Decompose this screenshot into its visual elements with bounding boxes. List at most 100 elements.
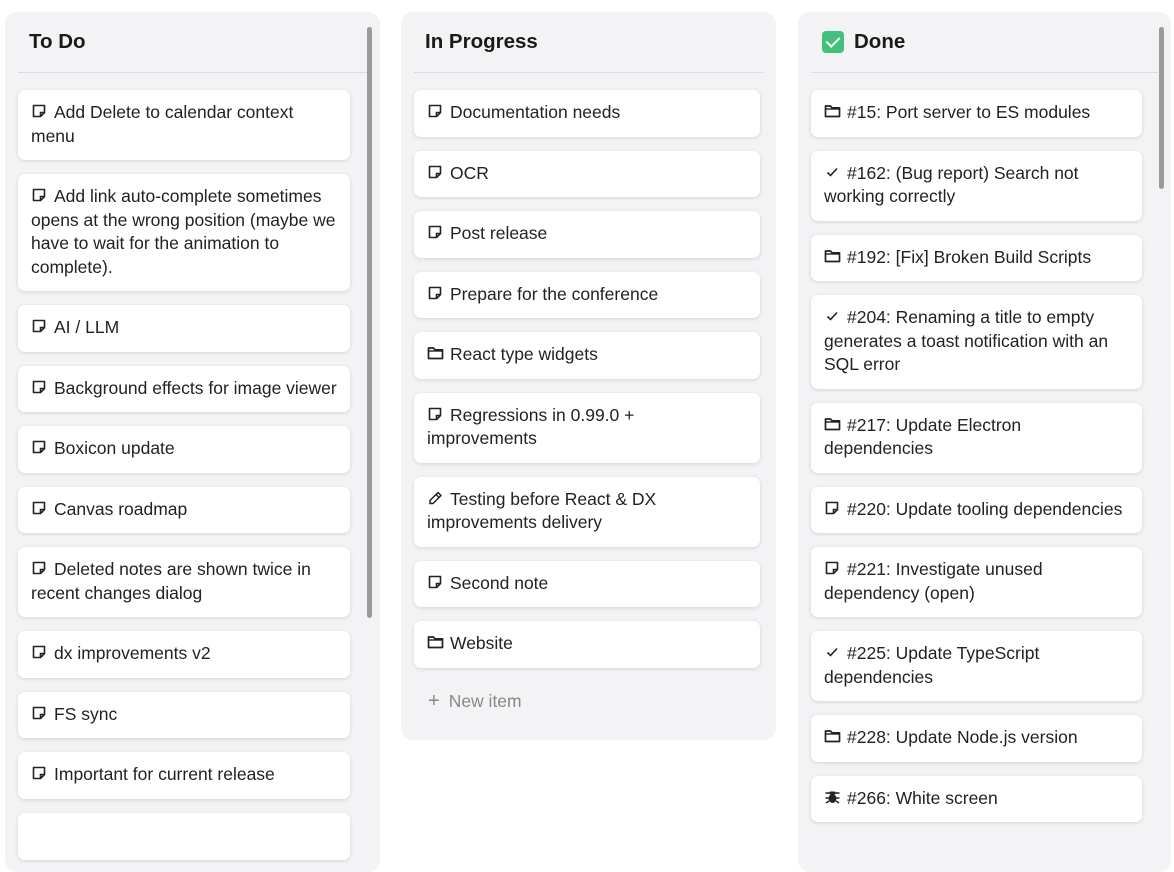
card[interactable]: #221: Investigate unused dependency (ope… <box>811 547 1142 617</box>
card[interactable]: #220: Update tooling dependencies <box>811 486 1142 533</box>
card[interactable]: Deleted notes are shown twice in recent … <box>18 547 350 617</box>
plus-icon: + <box>428 689 440 712</box>
folder-icon <box>824 416 841 432</box>
folder-icon <box>427 634 444 650</box>
card-title: Canvas roadmap <box>54 498 188 519</box>
card[interactable]: #228: Update Node.js version <box>811 715 1142 762</box>
column-title: To Do <box>18 12 367 73</box>
card-title: #204: Renaming a title to empty generate… <box>824 307 1109 374</box>
card[interactable]: Second note <box>414 560 760 607</box>
card-title: Background effects for image viewer <box>54 377 337 398</box>
card-title: #15: Port server to ES modules <box>847 102 1091 122</box>
todo-scrollbar[interactable] <box>367 27 372 618</box>
note-icon <box>31 560 48 576</box>
card[interactable]: AI / LLM <box>18 305 350 352</box>
card[interactable]: #15: Port server to ES modules <box>811 90 1142 137</box>
note-icon <box>427 574 444 590</box>
note-icon <box>427 224 444 240</box>
note-icon <box>31 318 48 334</box>
folder-icon <box>824 728 841 744</box>
card[interactable]: #217: Update Electron dependencies <box>811 402 1142 473</box>
note-icon <box>31 644 48 660</box>
card[interactable]: OCR <box>414 150 760 197</box>
card-title: Prepare for the conference <box>450 283 659 304</box>
card[interactable]: #162: (Bug report) Search not working co… <box>811 150 1142 221</box>
card[interactable]: Prepare for the conference <box>414 271 760 318</box>
column-done: Done #15: Port server to ES modules #162:… <box>798 12 1171 872</box>
note-icon <box>427 406 444 422</box>
card-title: Post release <box>450 223 548 243</box>
card[interactable]: Add Delete to calendar context menu <box>18 90 350 160</box>
card-title: Add Delete to calendar context menu <box>31 102 294 146</box>
note-icon <box>824 500 841 516</box>
note-icon <box>31 439 48 455</box>
card-title: #192: [Fix] Broken Build Scripts <box>847 246 1092 267</box>
folder-icon <box>427 345 444 361</box>
column-in-progress: In Progress Documentation needs OCR Post r… <box>401 12 776 740</box>
card[interactable]: Boxicon update <box>18 426 350 473</box>
card-title: React type widgets <box>450 344 598 364</box>
column-header: Done <box>811 12 1158 73</box>
card-title: #266: White screen <box>847 787 998 808</box>
card[interactable]: #204: Renaming a title to empty generate… <box>811 295 1142 389</box>
card[interactable]: Add link auto-complete sometimes opens a… <box>18 174 350 291</box>
note-icon <box>427 164 444 180</box>
card-title: #162: (Bug report) Search not working co… <box>824 162 1079 207</box>
new-item-button[interactable]: + New item <box>414 668 763 713</box>
note-icon <box>31 500 48 516</box>
card[interactable] <box>18 812 350 860</box>
card-title: Add link auto-complete sometimes opens a… <box>31 186 336 277</box>
card[interactable]: FS sync <box>18 691 350 738</box>
card-title: Regressions in 0.99.0 + improvements <box>427 404 635 449</box>
folder-icon <box>824 103 841 119</box>
card-title: Boxicon update <box>54 438 175 458</box>
note-icon <box>427 103 444 119</box>
card[interactable]: Regressions in 0.99.0 + improvements <box>414 392 760 463</box>
card-title: Important for current release <box>54 764 275 784</box>
card[interactable]: Canvas roadmap <box>18 486 350 533</box>
check-icon <box>824 164 841 180</box>
card[interactable]: Website <box>414 621 760 668</box>
note-icon <box>31 187 48 203</box>
card-title: Deleted notes are shown twice in recent … <box>31 559 311 603</box>
note-icon <box>31 379 48 395</box>
card[interactable]: Testing before React & DX improvements d… <box>414 476 760 547</box>
card-title: AI / LLM <box>54 317 120 337</box>
column-title: In Progress <box>414 12 763 73</box>
card[interactable]: Background effects for image viewer <box>18 365 350 412</box>
check-box-icon <box>822 31 844 53</box>
note-icon <box>31 103 48 119</box>
card-title: #228: Update Node.js version <box>847 727 1078 747</box>
check-icon <box>824 308 841 324</box>
note-icon <box>427 285 444 301</box>
card-title: Second note <box>450 572 549 593</box>
card-title: dx improvements v2 <box>54 643 211 663</box>
card-title: #217: Update Electron dependencies <box>824 414 1022 459</box>
card[interactable]: #192: [Fix] Broken Build Scripts <box>811 234 1142 281</box>
column-title: Done <box>854 30 906 53</box>
card[interactable]: #225: Update TypeScript dependencies <box>811 631 1142 701</box>
card[interactable]: Post release <box>414 211 760 258</box>
card[interactable]: React type widgets <box>414 332 760 379</box>
card-title: Documentation needs <box>450 102 621 122</box>
card[interactable]: Documentation needs <box>414 90 760 137</box>
note-icon <box>31 705 48 721</box>
card-title: #221: Investigate unused dependency (ope… <box>824 559 1043 603</box>
column-to-do: To Do Add Delete to calendar context men… <box>5 12 380 872</box>
card-title: #220: Update tooling dependencies <box>847 498 1123 519</box>
card[interactable]: dx improvements v2 <box>18 631 350 678</box>
folder-icon <box>824 248 841 264</box>
card[interactable]: #266: White screen <box>811 775 1142 822</box>
card-title: OCR <box>450 162 489 183</box>
card-title: Testing before React & DX improvements d… <box>427 488 657 533</box>
note-icon <box>31 765 48 781</box>
new-item-label: New item <box>448 690 522 711</box>
card-title: Website <box>450 633 513 653</box>
card[interactable]: Important for current release <box>18 752 350 799</box>
pencil-icon <box>427 490 444 506</box>
done-scrollbar[interactable] <box>1159 27 1164 189</box>
card-title: FS sync <box>54 703 118 724</box>
check-icon <box>824 644 841 660</box>
card-title: #225: Update TypeScript dependencies <box>824 643 1040 687</box>
bug-icon <box>824 789 841 805</box>
